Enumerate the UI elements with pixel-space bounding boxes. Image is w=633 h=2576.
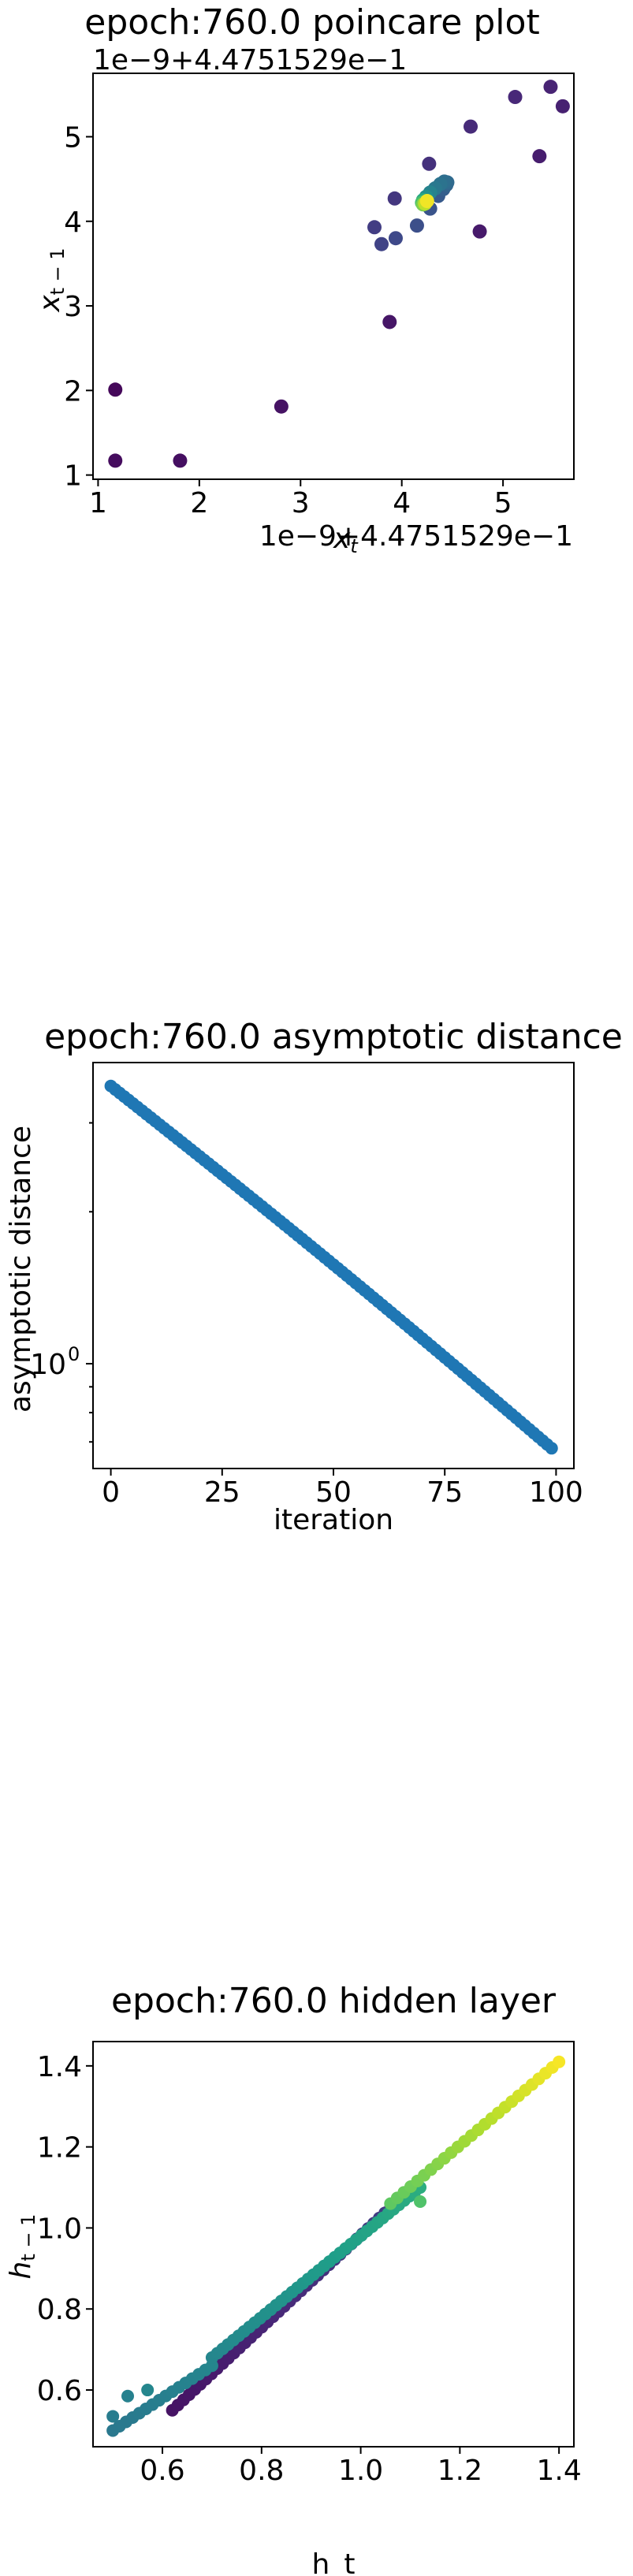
x-axis-label-sub: t [350, 535, 359, 557]
x-tick-label: 0 [102, 1476, 120, 1509]
data-point [108, 453, 123, 468]
x-tick-label: 1.2 [438, 2455, 482, 2487]
y-tick-exponent: 0 [68, 1343, 80, 1365]
data-point [367, 220, 382, 235]
y-axis-label: ht − 1 [5, 2214, 39, 2280]
plot-area [92, 2041, 575, 2448]
x-axis-label: iteration [274, 1504, 393, 1536]
y-tick-label: 1.0 [37, 2213, 82, 2245]
data-point [141, 2384, 155, 2397]
y-tick-label: 1.4 [37, 2051, 82, 2083]
data-point [532, 149, 547, 164]
x-tick-label: 1.4 [537, 2455, 582, 2487]
y-offset-label: 1e−9+4.4751529e−1 [93, 44, 407, 76]
y-tick-label: 5 [64, 121, 82, 154]
data-point [555, 99, 570, 114]
data-point [387, 191, 402, 206]
asymptotic-distance-chart: epoch:760.0 asymptotic distance 0 25 50 75 1… [5, 1017, 623, 1536]
data-point [545, 1442, 558, 1455]
data-point [543, 80, 558, 95]
y-tick-label: 4 [64, 207, 82, 239]
x-tick-label: 0.6 [140, 2455, 184, 2487]
data-point [173, 453, 188, 468]
y-tick-label: 2 [64, 375, 82, 408]
data-point [422, 156, 437, 171]
data-point [419, 194, 434, 209]
x-axis-label: h_t [312, 2548, 356, 2576]
y-tick-label: 3 [64, 291, 82, 323]
chart-title: epoch:760.0 hidden layer [111, 1981, 557, 2021]
plot-area [92, 73, 575, 480]
data-point [472, 224, 487, 239]
x-tick-label: 3 [292, 487, 310, 519]
y-tick-label: 1 [64, 460, 82, 493]
y-axis-label: xt − 1 [34, 248, 69, 312]
data-point [382, 315, 397, 329]
y-axis-label: asymptotic distance [5, 1126, 37, 1413]
x-tick-label: 75 [426, 1476, 463, 1509]
data-point [409, 218, 424, 233]
x-tick-label: 5 [494, 487, 512, 519]
y-tick-label: 0.8 [37, 2294, 82, 2326]
x-tick-label: 4 [393, 487, 411, 519]
data-point [121, 2389, 135, 2403]
data-point [274, 399, 289, 414]
x-tick-label: 0.8 [239, 2455, 284, 2487]
x-tick-label: 1 [89, 487, 107, 519]
x-tick-label: 2 [190, 487, 208, 519]
y-tick-label: 10 [30, 1349, 66, 1381]
x-tick-label: 1.0 [338, 2455, 383, 2487]
x-offset-label: 1e−9+4.4751529e−1 [259, 520, 573, 553]
x-tick-label: 50 [315, 1476, 352, 1509]
data-point [106, 2410, 120, 2423]
data-point [388, 231, 403, 246]
x-tick-label: 100 [529, 1476, 583, 1509]
poincare-chart: epoch:760.0 poincare plot 1e−9+4.4751529… [34, 2, 575, 557]
y-tick-label: 0.6 [37, 2375, 82, 2407]
y-axis-label-sub: t − 1 [17, 2214, 39, 2261]
chart-title: epoch:760.0 poincare plot [84, 2, 539, 43]
y-tick-label: 1.2 [37, 2132, 82, 2165]
data-point [553, 2055, 566, 2068]
data-point [374, 236, 389, 251]
data-point [414, 2195, 427, 2209]
x-tick-label: 25 [204, 1476, 240, 1509]
data-point [508, 90, 523, 105]
y-axis-label-sub: t − 1 [47, 248, 69, 295]
hidden-layer-chart: epoch:760.0 hidden layer 0.6 0.8 1.0 1.2 1.4… [5, 1981, 582, 2576]
data-point [464, 119, 478, 134]
chart-title: epoch:760.0 asymptotic distance [44, 1017, 623, 1057]
data-point [108, 382, 123, 397]
